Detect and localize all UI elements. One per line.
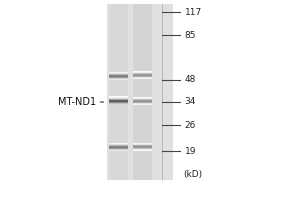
Bar (133, 148, 152, 149)
Bar (133, 74, 152, 75)
Bar (133, 71, 152, 72)
Text: 26: 26 (184, 120, 196, 130)
Bar (133, 78, 152, 79)
Bar (133, 77, 152, 78)
Text: MT-ND1: MT-ND1 (58, 97, 96, 107)
Text: 85: 85 (184, 30, 196, 40)
Bar (109, 98, 128, 99)
Bar (133, 144, 152, 145)
Bar (109, 100, 128, 101)
Text: 19: 19 (184, 146, 196, 156)
Bar (133, 145, 152, 146)
Bar (133, 75, 152, 76)
Bar (109, 78, 128, 79)
Bar (133, 4, 152, 180)
Bar (133, 147, 152, 148)
Bar (133, 72, 152, 73)
Bar (133, 73, 152, 74)
Text: 48: 48 (184, 75, 196, 84)
Bar (109, 146, 128, 147)
Bar (109, 150, 128, 151)
Bar (109, 104, 128, 105)
Bar (133, 101, 152, 102)
Bar (109, 147, 128, 148)
Bar (109, 101, 128, 102)
Bar (133, 99, 152, 100)
Bar (133, 104, 152, 105)
Bar (133, 76, 152, 77)
Bar (133, 100, 152, 101)
Bar (106, 4, 172, 180)
Bar (109, 79, 128, 80)
Text: 34: 34 (184, 98, 196, 106)
Bar (109, 76, 128, 77)
Bar (133, 150, 152, 151)
Bar (109, 96, 128, 97)
Bar (109, 74, 128, 75)
Bar (109, 145, 128, 146)
Bar (109, 4, 128, 180)
Text: 117: 117 (184, 8, 202, 17)
Bar (133, 143, 152, 144)
Bar (109, 149, 128, 150)
Bar (109, 102, 128, 103)
Bar (109, 103, 128, 104)
Bar (109, 77, 128, 78)
Bar (109, 142, 128, 143)
Bar (109, 99, 128, 100)
Bar (109, 144, 128, 145)
Bar (133, 102, 152, 103)
Bar (109, 143, 128, 144)
Bar (133, 149, 152, 150)
Bar (109, 75, 128, 76)
Bar (133, 98, 152, 99)
Bar (133, 146, 152, 147)
Text: (kD): (kD) (183, 170, 202, 180)
Bar (133, 103, 152, 104)
Bar (109, 72, 128, 73)
Bar (133, 97, 152, 98)
Bar (109, 73, 128, 74)
Bar (109, 97, 128, 98)
Bar (109, 148, 128, 149)
